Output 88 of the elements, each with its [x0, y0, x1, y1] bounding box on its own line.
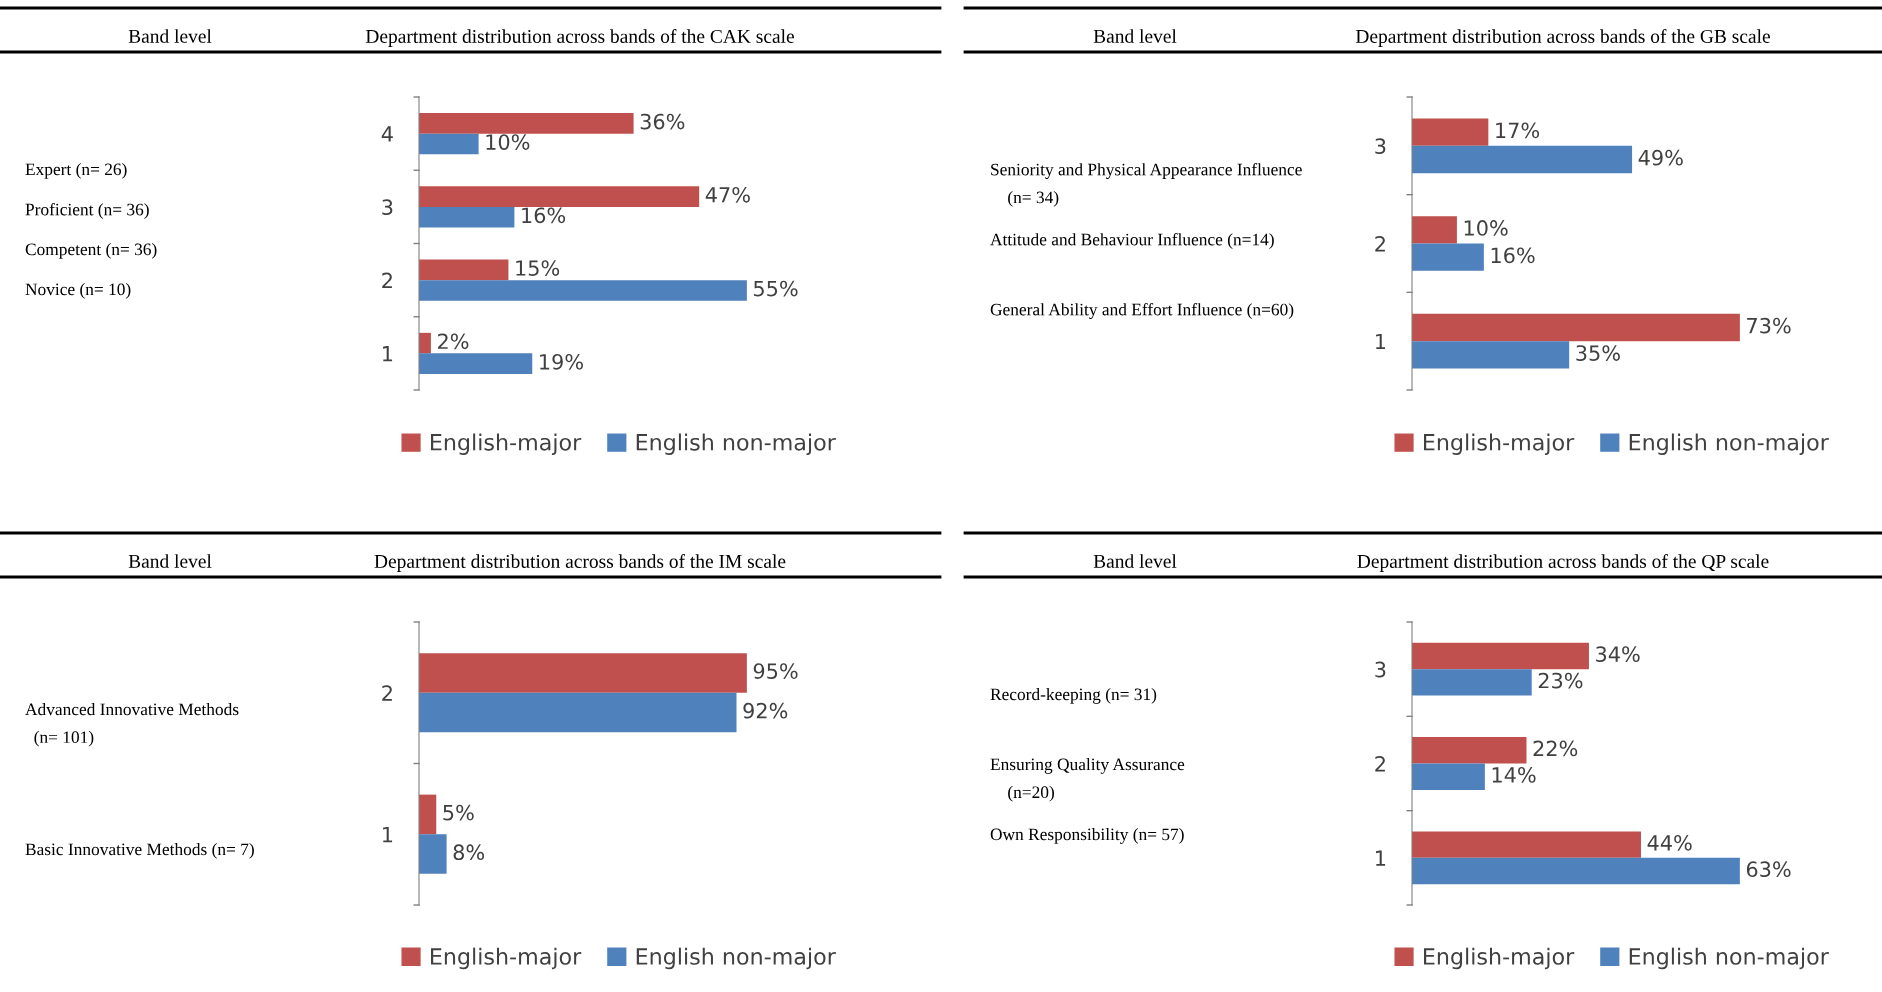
legend-label: English-major — [431, 947, 582, 970]
text: Own Responsibility (n= 57) — [990, 828, 1184, 844]
text: General Ability and Effort Influence (n=60) — [990, 303, 1294, 319]
bar — [419, 206, 515, 228]
text: Band level — [128, 29, 212, 43]
y-tick-label: 1 — [383, 346, 393, 362]
data-label: 16% — [522, 207, 566, 224]
chart-title: Department distribution across bands of the GB scale — [1355, 29, 1770, 47]
chart-title: Department distribution across bands of the CAK scale — [365, 29, 794, 47]
chart-title: Department distribution across bands of the QP scale — [1357, 554, 1769, 572]
y-tick-label: 2 — [1375, 755, 1385, 772]
y-tick-label: 3 — [1375, 138, 1386, 155]
text: Seniority and Physical Appearance Influence (n= 34) — [991, 163, 1302, 207]
bar — [419, 332, 431, 354]
text: Record-keeping (n= 31) — [990, 688, 1157, 704]
data-label: 92% — [743, 702, 788, 719]
data-label: 44% — [1647, 834, 1692, 851]
data-label: 36% — [640, 113, 685, 130]
legend-label: English-major — [1424, 947, 1575, 970]
data-label: 55% — [754, 280, 798, 297]
bar — [1412, 216, 1457, 244]
bar — [1412, 857, 1740, 885]
bar — [419, 259, 509, 281]
bar — [419, 834, 447, 874]
bar — [419, 280, 747, 301]
bar — [1412, 642, 1589, 670]
data-label: 19% — [540, 353, 583, 370]
bar — [419, 133, 479, 155]
data-label: 47% — [705, 186, 750, 203]
text: Advanced Innovative Methods (n= 101) — [25, 703, 239, 747]
data-label: 95% — [753, 663, 798, 679]
legend-label: English-major — [431, 433, 582, 455]
bar — [419, 353, 533, 374]
data-label: 8% — [453, 844, 485, 861]
legend-label: English non-major — [1629, 433, 1829, 455]
data-label: 23% — [1538, 672, 1583, 689]
bar — [1412, 763, 1485, 790]
bar — [1412, 669, 1532, 696]
y-tick-label: 2 — [1375, 235, 1385, 252]
data-label: 10% — [1464, 220, 1508, 236]
data-label: 35% — [1576, 345, 1620, 361]
text: Band level — [1093, 29, 1177, 43]
text: Expert (n= 26) — [25, 163, 127, 179]
text: Band level — [1093, 554, 1177, 568]
bar — [1412, 118, 1489, 146]
data-label: 49% — [1638, 149, 1683, 166]
legend-label: English non-major — [1629, 947, 1829, 970]
data-label: 14% — [1492, 766, 1536, 783]
y-tick-label: 3 — [382, 199, 393, 216]
chart-title: Department distribution across bands of the IM scale — [374, 554, 786, 572]
bar — [1412, 737, 1527, 764]
bar — [1412, 831, 1641, 858]
bar — [1412, 341, 1570, 369]
bar — [1412, 313, 1740, 342]
bar — [1412, 145, 1633, 174]
y-tick-label: 1 — [1376, 850, 1386, 866]
y-tick-label: 4 — [381, 126, 393, 142]
data-label: 73% — [1747, 317, 1791, 334]
data-label: 34% — [1596, 646, 1640, 662]
bar — [419, 113, 634, 134]
data-label: 63% — [1746, 861, 1791, 878]
data-label: 16% — [1491, 247, 1535, 264]
data-label: 17% — [1496, 122, 1540, 139]
data-label: 10% — [486, 134, 530, 150]
y-tick-label: 2 — [382, 272, 392, 289]
bar — [419, 794, 437, 835]
y-tick-label: 1 — [1376, 333, 1386, 350]
legend-label: English-major — [1424, 433, 1575, 455]
data-label: 15% — [516, 260, 560, 276]
text: Novice (n= 10) — [25, 283, 131, 299]
legend-label: English non-major — [636, 433, 836, 455]
bar — [419, 186, 700, 207]
data-label: 5% — [443, 804, 474, 821]
text: Basic Innovative Methods (n= 7) — [25, 843, 254, 859]
bar — [1412, 243, 1484, 271]
bar — [419, 692, 737, 733]
y-tick-label: 3 — [1375, 661, 1386, 678]
data-label: 2% — [438, 333, 469, 350]
data-label: 22% — [1533, 740, 1578, 757]
bar — [419, 653, 747, 693]
text: Proficient (n= 36) — [25, 203, 149, 219]
text: Attitude and Behaviour Influence (n=14) — [990, 233, 1274, 249]
text: Ensuring Quality Assurance (n=20) — [990, 758, 1185, 802]
text: Band level — [128, 554, 212, 568]
legend-label: English non-major — [636, 947, 836, 970]
y-tick-label: 1 — [383, 826, 393, 843]
y-tick-label: 2 — [382, 685, 392, 701]
text: Competent (n= 36) — [25, 243, 157, 259]
